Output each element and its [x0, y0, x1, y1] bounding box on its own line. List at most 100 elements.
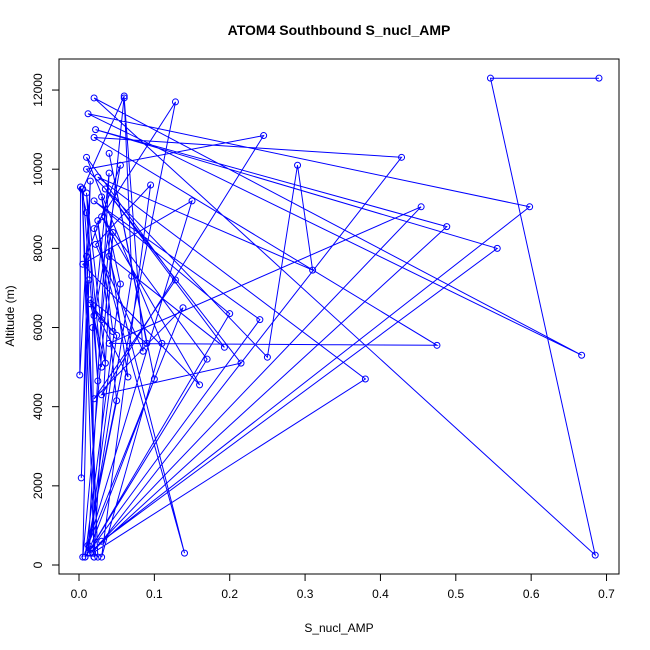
y-tick-label: 0 — [31, 561, 45, 568]
data-point — [113, 331, 121, 339]
data-point — [92, 126, 100, 134]
x-tick-label: 0.3 — [297, 587, 314, 601]
chart-title: ATOM4 Southbound S_nucl_AMP — [228, 22, 451, 38]
data-point — [78, 185, 86, 193]
data-point — [101, 185, 109, 193]
y-axis-ticks: 0 2000 4000 6000 8000 10000 12000 — [31, 73, 59, 568]
data-point — [101, 359, 109, 367]
data-point — [94, 217, 102, 225]
y-tick-label: 12000 — [31, 73, 45, 107]
data-point — [203, 355, 211, 363]
data-point — [181, 549, 189, 557]
data-point — [120, 94, 128, 102]
series-line — [79, 77, 599, 558]
data-point — [98, 553, 106, 561]
data-point — [237, 359, 245, 367]
data-point — [85, 276, 93, 284]
data-point — [591, 551, 599, 559]
data-point — [90, 395, 98, 403]
data-point — [83, 189, 91, 197]
data-point — [105, 339, 113, 347]
data-point — [128, 272, 136, 280]
data-point — [309, 266, 317, 274]
data-point — [105, 169, 113, 177]
data-point — [443, 223, 451, 231]
data-point — [116, 161, 124, 169]
data-point — [105, 252, 113, 260]
series-points — [76, 74, 603, 561]
x-axis-ticks: 0.0 0.1 0.2 0.3 0.4 0.5 0.6 0.7 — [71, 574, 615, 601]
data-point — [84, 541, 92, 549]
data-point — [98, 316, 106, 324]
data-point — [86, 549, 94, 557]
data-point — [158, 339, 166, 347]
data-point — [98, 391, 106, 399]
data-point — [179, 304, 187, 312]
data-point — [263, 353, 271, 361]
x-tick-label: 0.2 — [221, 587, 238, 601]
y-tick-label: 2000 — [31, 472, 45, 499]
data-point — [83, 252, 91, 260]
plot-frame — [58, 58, 620, 575]
data-point — [120, 92, 128, 100]
data-point — [79, 260, 87, 268]
data-point — [86, 177, 94, 185]
x-tick-label: 0.0 — [71, 587, 88, 601]
data-point — [139, 347, 147, 355]
data-point — [171, 276, 179, 284]
data-point — [86, 296, 94, 304]
data-point — [90, 197, 98, 205]
data-point — [188, 197, 196, 205]
data-point — [83, 153, 91, 161]
data-point — [226, 310, 234, 318]
data-point — [256, 316, 264, 324]
data-point — [260, 132, 268, 140]
x-axis-label: S_nucl_AMP — [304, 621, 373, 635]
data-point — [595, 74, 603, 82]
data-point — [92, 240, 100, 248]
y-tick-label: 6000 — [31, 314, 45, 341]
x-tick-label: 0.1 — [146, 587, 163, 601]
data-point — [76, 371, 84, 379]
data-point — [90, 553, 98, 561]
data-point — [98, 537, 106, 545]
data-point — [578, 351, 586, 359]
y-tick-label: 4000 — [31, 393, 45, 420]
data-point — [398, 153, 406, 161]
data-point — [486, 74, 494, 82]
data-point — [83, 209, 91, 217]
data-point — [526, 203, 534, 211]
data-point — [150, 375, 158, 383]
data-point — [196, 381, 204, 389]
data-point — [147, 181, 155, 189]
y-tick-label: 8000 — [31, 235, 45, 262]
data-point — [77, 474, 85, 482]
data-point — [84, 110, 92, 118]
data-point — [124, 373, 132, 381]
data-point — [220, 343, 228, 351]
y-tick-label: 10000 — [31, 152, 45, 186]
data-point — [90, 134, 98, 142]
data-point — [90, 225, 98, 233]
data-point — [90, 312, 98, 320]
data-point — [116, 280, 124, 288]
series-lines — [79, 77, 599, 558]
data-point — [109, 229, 117, 237]
data-point — [105, 149, 113, 157]
data-point — [77, 183, 85, 191]
data-point — [89, 549, 97, 557]
data-point — [84, 549, 92, 557]
data-point — [98, 213, 106, 221]
data-point — [94, 553, 102, 561]
data-point — [86, 545, 94, 553]
data-point — [90, 94, 98, 102]
data-point — [171, 98, 179, 106]
data-point — [143, 339, 151, 347]
data-point — [98, 193, 106, 201]
x-tick-label: 0.7 — [598, 587, 615, 601]
data-point — [493, 244, 501, 252]
data-point — [83, 165, 91, 173]
x-tick-label: 0.6 — [523, 587, 540, 601]
data-point — [417, 203, 425, 211]
